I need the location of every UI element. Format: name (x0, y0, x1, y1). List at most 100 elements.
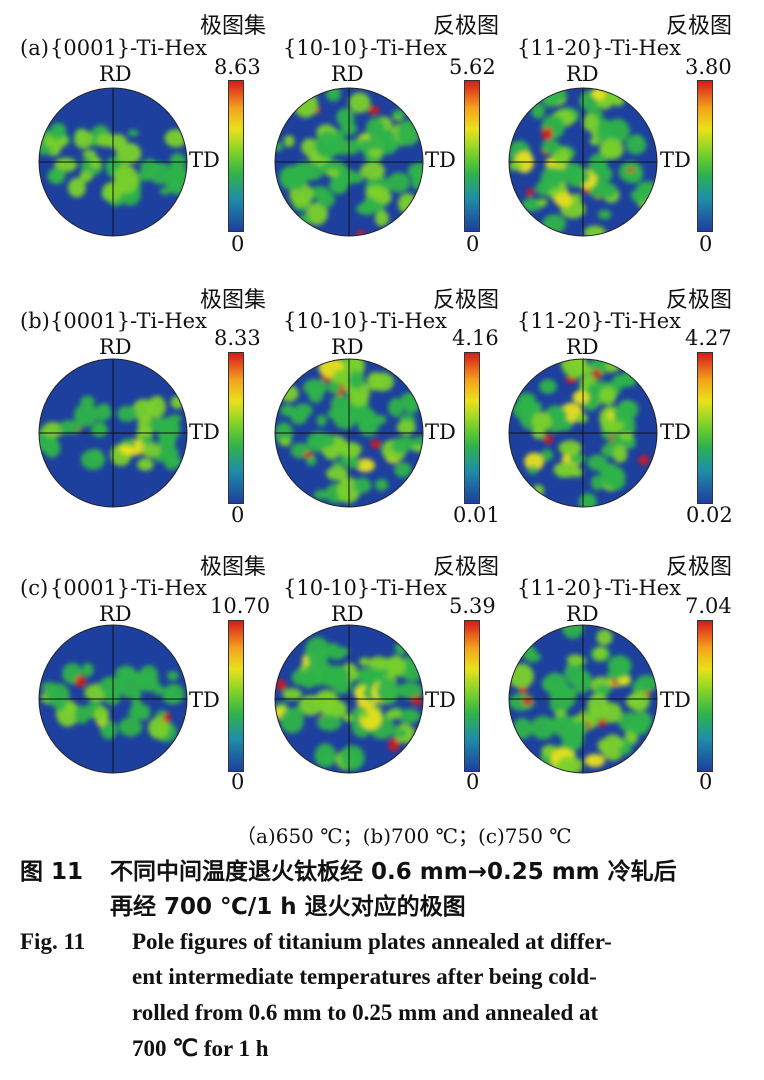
intensity-blob (582, 114, 599, 132)
intensity-blob (522, 696, 533, 706)
caption-en-line3: rolled from 0.6 mm to 0.25 mm and anneal… (132, 1000, 599, 1025)
intensity-blob (368, 105, 380, 115)
intensity-blob (141, 442, 161, 458)
disc-outline (38, 358, 188, 508)
intensity-blob (397, 708, 421, 724)
intensity-blob (570, 720, 588, 733)
intensity-blob (374, 478, 389, 491)
intensity-blob (524, 452, 545, 471)
intensity-blob (411, 695, 422, 706)
intensity-blob (314, 689, 339, 712)
intensity-blob (607, 471, 626, 490)
td-label-b1: TD (189, 420, 220, 444)
intensity-blob (67, 177, 86, 198)
intensity-blob (99, 403, 110, 413)
intensity-blob (397, 119, 420, 146)
intensity-blob (531, 103, 546, 119)
intensity-blob (356, 230, 366, 236)
rd-label-a1: RD (99, 62, 132, 86)
intensity-blob (359, 657, 371, 667)
intensity-blob (617, 676, 631, 685)
pf-title-b1: {0001}-Ti-Hex (50, 309, 207, 333)
disc-outline (38, 87, 188, 237)
intensity-blob (541, 127, 553, 140)
pole-figure-a2 (274, 87, 424, 237)
intensity-blob (618, 746, 632, 755)
intensity-blob (388, 139, 402, 148)
intensity-blob (314, 743, 337, 768)
header-c1: 极图集 (200, 555, 267, 580)
intensity-blob (336, 107, 355, 127)
intensity-blob (82, 663, 94, 677)
intensity-blob (537, 198, 548, 207)
intensity-blob (276, 679, 287, 691)
intensity-blob (326, 466, 349, 481)
intensity-blob (58, 420, 82, 435)
td-label-a1: TD (189, 148, 220, 172)
intensity-blob (527, 465, 539, 475)
td-label-c3: TD (660, 688, 691, 712)
intensity-blob (584, 754, 606, 768)
intensity-blob (79, 170, 93, 183)
intensity-blob (280, 404, 296, 417)
pole-figure-b1 (38, 358, 188, 508)
intensity-blob (612, 445, 628, 463)
intensity-blob (392, 109, 406, 118)
intensity-blob (613, 404, 631, 424)
pole-figure-a3 (508, 87, 658, 237)
intensity-blob (596, 629, 613, 646)
scale-max-a1: 8.63 (214, 55, 261, 79)
intensity-blob (601, 734, 625, 761)
intensity-blob (316, 414, 327, 427)
disc-outline (274, 358, 424, 508)
intensity-blob (301, 138, 319, 157)
intensity-blob (359, 667, 376, 678)
intensity-blob (127, 129, 139, 137)
intensity-blob (385, 709, 401, 720)
intensity-blob (541, 139, 561, 155)
intensity-blob (509, 161, 523, 171)
intensity-blob (163, 455, 180, 470)
intensity-blob (569, 453, 586, 464)
intensity-blob (93, 421, 107, 438)
intensity-blob (329, 665, 350, 685)
intensity-blob (628, 691, 650, 712)
intensity-blob (572, 390, 590, 405)
intensity-blob (587, 693, 609, 719)
intensity-blob (388, 398, 404, 417)
scale-min-a2: 0 (466, 232, 480, 256)
scale-max-c2: 5.39 (449, 594, 496, 618)
caption-en-line1: Pole figures of titanium plates annealed… (132, 929, 612, 954)
intensity-blob (397, 682, 423, 699)
intensity-blob (630, 134, 643, 144)
intensity-blob (74, 705, 91, 724)
intensity-blob (303, 451, 313, 458)
intensity-blob (553, 461, 580, 478)
intensity-blob (525, 202, 537, 210)
intensity-blob (128, 705, 145, 720)
intensity-blob (47, 168, 66, 185)
intensity-blob (555, 686, 576, 709)
intensity-blob (340, 745, 365, 771)
intensity-blob (631, 711, 653, 731)
intensity-blob (590, 475, 604, 491)
disc-outline (508, 358, 658, 508)
intensity-blob (157, 436, 177, 450)
color-scale-bar-a2 (464, 80, 480, 232)
scale-max-b2: 4.16 (452, 326, 499, 350)
intensity-blob (162, 713, 171, 723)
intensity-blob (80, 395, 95, 409)
scale-min-b3: 0.02 (686, 503, 733, 527)
intensity-blob (531, 411, 552, 432)
intensity-blob (279, 437, 292, 447)
intensity-blob (275, 142, 284, 152)
intensity-blob (314, 131, 341, 159)
intensity-blob (348, 92, 371, 113)
intensity-blob (368, 148, 383, 158)
intensity-blob (313, 489, 329, 500)
intensity-blob (74, 129, 93, 149)
header-a3: 反极图 (666, 14, 733, 39)
intensity-blob (326, 168, 339, 178)
td-label-c1: TD (189, 688, 220, 712)
intensity-blob (290, 411, 308, 425)
